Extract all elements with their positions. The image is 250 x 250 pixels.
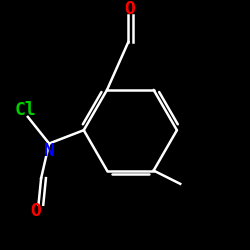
Text: O: O — [124, 0, 135, 18]
Text: N: N — [44, 142, 54, 160]
Text: O: O — [30, 202, 41, 220]
Text: Cl: Cl — [14, 101, 36, 119]
